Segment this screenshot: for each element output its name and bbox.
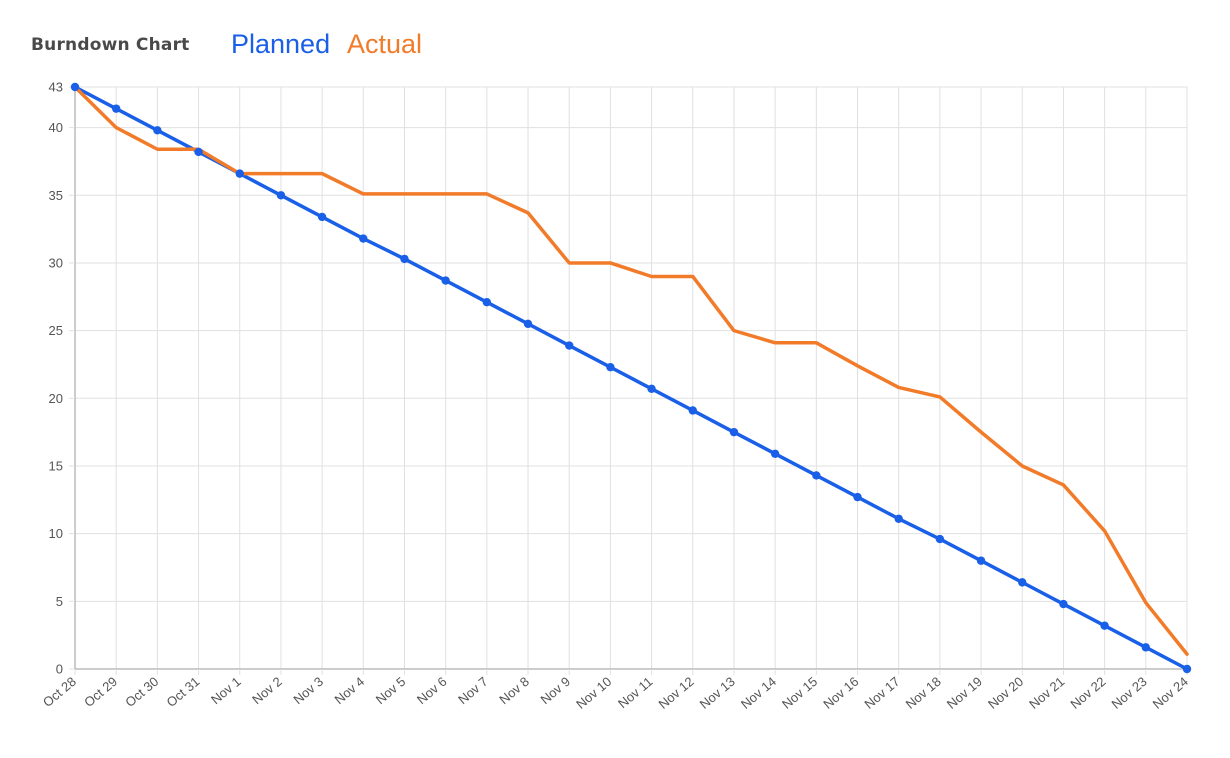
legend-planned[interactable]: Planned — [231, 29, 331, 59]
y-tick-label: 10 — [49, 526, 63, 541]
x-tick-label: Nov 17 — [861, 674, 902, 712]
x-tick-label: Nov 6 — [414, 674, 450, 707]
point-planned[interactable] — [935, 534, 945, 544]
chart-title: Burndown Chart — [31, 35, 190, 55]
point-planned[interactable] — [565, 341, 574, 350]
x-tick-label: Nov 16 — [820, 674, 861, 712]
y-tick-label: 15 — [49, 458, 63, 473]
point-planned[interactable] — [688, 406, 697, 415]
x-tick-label: Nov 4 — [332, 674, 368, 707]
x-tick-label: Nov 15 — [779, 674, 820, 712]
point-planned[interactable] — [853, 492, 862, 502]
x-tick-label: Nov 3 — [290, 674, 326, 707]
point-planned[interactable] — [729, 427, 739, 437]
point-planned[interactable] — [400, 254, 409, 264]
x-tick-label: Nov 12 — [656, 674, 697, 712]
point-planned[interactable] — [894, 514, 903, 523]
y-tick-label: 25 — [49, 323, 63, 338]
point-planned[interactable] — [976, 556, 986, 565]
point-planned[interactable] — [111, 104, 121, 113]
x-tick-label: Nov 22 — [1067, 674, 1108, 712]
point-planned[interactable] — [194, 147, 203, 157]
x-tick-label: Nov 11 — [615, 674, 655, 711]
x-tick-label: Nov 20 — [985, 674, 1026, 712]
point-planned[interactable] — [770, 449, 780, 458]
x-tick-label: Nov 19 — [944, 674, 985, 712]
x-tick-label: Oct 30 — [122, 674, 161, 710]
legend-actual[interactable]: Actual — [347, 29, 423, 59]
x-tick-label: Nov 1 — [208, 674, 244, 707]
x-tick-label: Nov 21 — [1026, 674, 1067, 712]
y-tick-label: 5 — [56, 594, 63, 609]
y-tick-label: 0 — [56, 662, 63, 677]
y-tick-label: 20 — [49, 391, 63, 406]
point-planned[interactable] — [482, 298, 492, 307]
point-planned[interactable] — [523, 319, 533, 329]
point-planned[interactable] — [1059, 599, 1068, 609]
point-planned[interactable] — [235, 169, 244, 178]
point-planned[interactable] — [153, 126, 162, 135]
point-planned[interactable] — [812, 471, 821, 480]
x-tick-label: Nov 5 — [373, 674, 409, 707]
point-planned[interactable] — [1100, 621, 1109, 630]
x-tick-label: Oct 28 — [40, 674, 79, 710]
x-tick-label: Nov 24 — [1150, 674, 1191, 712]
y-tick-label: 43 — [49, 80, 63, 95]
axes — [74, 87, 1187, 670]
x-tick-label: Nov 9 — [537, 674, 573, 707]
y-tick-label: 35 — [49, 188, 63, 203]
x-tick-label: Nov 14 — [738, 674, 779, 712]
point-planned[interactable] — [276, 191, 286, 200]
point-planned[interactable] — [441, 276, 450, 285]
x-tick-label: Nov 13 — [697, 674, 738, 712]
x-tick-label: Nov 2 — [249, 674, 285, 707]
y-tick-label: 30 — [49, 255, 63, 270]
x-tick-label: Nov 7 — [455, 674, 491, 707]
series-layer — [70, 82, 1192, 674]
x-tick-label: Nov 18 — [903, 674, 944, 712]
point-planned[interactable] — [70, 82, 80, 92]
x-tick-label: Nov 23 — [1109, 674, 1150, 712]
point-planned[interactable] — [606, 362, 615, 372]
series-line-planned — [73, 85, 1189, 671]
point-planned[interactable] — [317, 212, 327, 222]
x-tick-label: Nov 10 — [573, 674, 614, 712]
y-axis-ticks: 0 5 10 15 20 25 30 35 40 43 — [49, 80, 75, 677]
x-tick-label: Oct 29 — [81, 674, 120, 710]
point-planned[interactable] — [1141, 643, 1151, 652]
grid-lines — [74, 86, 1188, 670]
point-planned[interactable] — [647, 384, 656, 394]
point-planned[interactable] — [1018, 578, 1027, 587]
point-planned[interactable] — [1182, 664, 1192, 674]
y-tick-label: 40 — [49, 120, 63, 135]
x-tick-label: Oct 31 — [164, 674, 203, 710]
point-planned[interactable] — [359, 234, 368, 243]
series-line-actual — [73, 85, 1189, 656]
x-tick-label: Nov 8 — [496, 674, 532, 707]
